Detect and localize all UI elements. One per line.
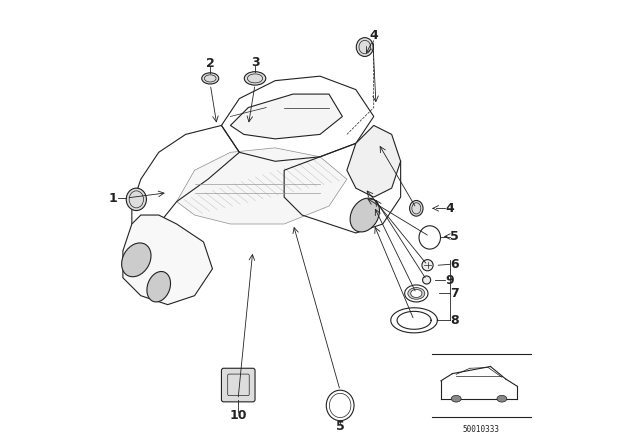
Text: 1: 1 — [109, 192, 117, 205]
Text: 10: 10 — [229, 409, 247, 422]
Text: 4: 4 — [369, 29, 378, 43]
Ellipse shape — [244, 72, 266, 85]
FancyBboxPatch shape — [221, 368, 255, 402]
Ellipse shape — [350, 198, 380, 232]
Polygon shape — [347, 125, 401, 197]
Text: 50010333: 50010333 — [463, 425, 500, 434]
Ellipse shape — [410, 201, 423, 216]
Ellipse shape — [451, 395, 461, 402]
Text: 8: 8 — [450, 314, 459, 327]
Ellipse shape — [419, 226, 440, 249]
Polygon shape — [230, 94, 342, 139]
Text: 4: 4 — [445, 202, 454, 215]
Ellipse shape — [326, 390, 354, 421]
Ellipse shape — [422, 276, 431, 284]
Text: 7: 7 — [450, 287, 459, 300]
Polygon shape — [123, 215, 212, 305]
Ellipse shape — [356, 38, 373, 56]
Ellipse shape — [497, 395, 507, 402]
Ellipse shape — [126, 188, 147, 211]
Ellipse shape — [411, 289, 422, 297]
Text: 6: 6 — [450, 258, 459, 271]
Text: 2: 2 — [206, 57, 214, 70]
Text: 5: 5 — [336, 420, 344, 433]
Ellipse shape — [408, 288, 425, 299]
Ellipse shape — [147, 271, 170, 302]
Text: 5: 5 — [450, 230, 459, 243]
Text: 3: 3 — [251, 56, 259, 69]
Polygon shape — [177, 148, 347, 224]
Ellipse shape — [404, 285, 428, 302]
Ellipse shape — [122, 243, 151, 277]
Text: 9: 9 — [445, 273, 454, 287]
Ellipse shape — [422, 260, 433, 271]
Ellipse shape — [202, 73, 219, 84]
